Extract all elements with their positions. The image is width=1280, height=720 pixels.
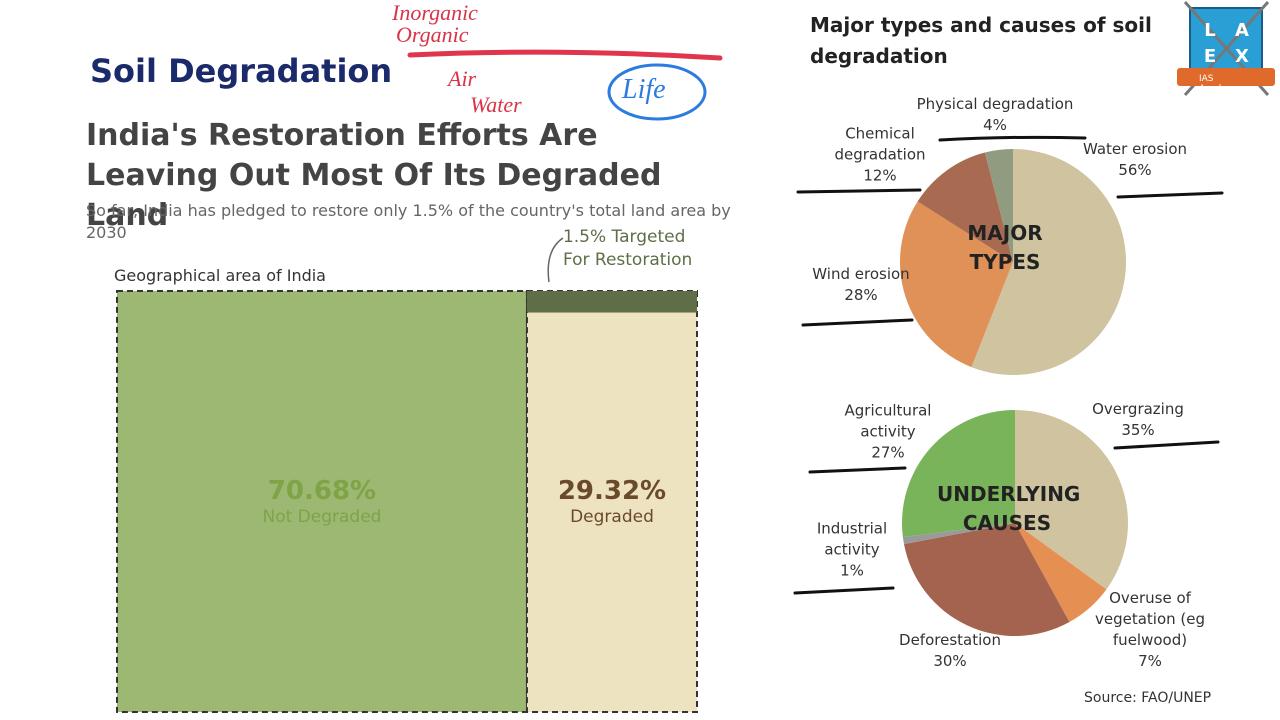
target-arrow — [547, 237, 564, 283]
logo-text: IAS Academy — [1199, 74, 1241, 94]
pie-label: Overgrazing 35% — [1078, 399, 1198, 441]
logo-letter: L — [1204, 20, 1215, 41]
target-label: 1.5% Targeted For Restoration — [562, 227, 693, 270]
pie-slice — [1015, 410, 1128, 590]
axis-label: Geographical area of India — [114, 266, 326, 285]
pie-label: Chemical degradation 12% — [825, 124, 935, 187]
value-label: 27% — [871, 443, 905, 462]
pie-label: Deforestation 30% — [880, 630, 1020, 672]
value-label: 70.68% — [267, 476, 377, 506]
chart-title: India's Restoration Efforts Are Leaving … — [86, 118, 662, 233]
pie-slice — [971, 149, 1127, 375]
value-label: 56% — [1118, 161, 1152, 179]
pie-slice — [904, 523, 1070, 636]
category-label: Agricultural activity — [844, 401, 932, 441]
pie-slice — [902, 410, 1015, 538]
value-label: 29.32% — [557, 476, 667, 506]
hand-note: Organic — [396, 22, 469, 47]
value-label: 12% — [863, 166, 897, 185]
category-label: Overuse of vegetation (eg fuelwood) — [1094, 589, 1206, 649]
hand-note: Water — [470, 92, 522, 117]
pie-label: Overuse of vegetation (eg fuelwood) 7% — [1090, 588, 1210, 672]
logo-letter: E — [1204, 46, 1216, 67]
pie-label: Agricultural activity 27% — [823, 401, 953, 464]
value-label: 4% — [983, 116, 1007, 134]
area-block — [116, 290, 528, 713]
pie-slice — [984, 149, 1013, 262]
value-label: 7% — [1138, 652, 1162, 670]
category-label: Chemical degradation — [834, 124, 926, 164]
pie-slice — [902, 523, 1015, 545]
source: Source: FAO/UNEP — [1084, 690, 1212, 706]
category-label: Wind erosion — [812, 265, 910, 283]
value-label: 30% — [933, 652, 967, 670]
chart-subtitle: So far, India has pledged to restore onl… — [86, 201, 731, 242]
category-label: Water erosion — [1082, 140, 1188, 158]
category-label: Industrial activity — [816, 519, 888, 559]
hand-line — [407, 49, 723, 61]
hand-note: Air — [448, 66, 477, 91]
slide-title: Soil Degradation — [90, 52, 393, 90]
category-label: Not Degraded — [262, 507, 382, 527]
pie-slice — [1015, 523, 1107, 623]
hand-note: Inorganic — [392, 0, 478, 25]
pie-slice — [917, 152, 1013, 262]
pie-slice — [900, 201, 1013, 368]
area-block — [525, 290, 698, 713]
logo-ribbon — [1177, 68, 1275, 86]
chart-title: Major types and causes of soil degradati… — [810, 13, 1152, 68]
hand-circle — [607, 63, 707, 121]
pie-label: Wind erosion 28% — [806, 264, 916, 306]
category-label: Physical degradation — [916, 95, 1074, 113]
value-label: 28% — [844, 286, 878, 304]
pie-label: Water erosion 56% — [1080, 139, 1190, 181]
pie-center-label: MAJOR TYPES — [967, 221, 1043, 274]
pie-label: Industrial activity 1% — [797, 519, 907, 582]
category-label: Overgrazing — [1092, 400, 1184, 418]
pie-label: Physical degradation 4% — [900, 94, 1090, 136]
logo — [1177, 1, 1275, 96]
hand-note: Life — [622, 74, 666, 105]
category-label: Deforestation — [899, 631, 1001, 649]
hand-marks — [793, 135, 1224, 595]
logo-letter: X — [1235, 46, 1249, 67]
value-label: 35% — [1121, 421, 1155, 439]
pie-center-label: UNDERLYING CAUSES — [937, 482, 1081, 535]
logo-letter: A — [1235, 20, 1249, 41]
category-label: Degraded — [570, 507, 654, 527]
target-block — [526, 291, 697, 313]
value-label: 1% — [840, 561, 864, 580]
